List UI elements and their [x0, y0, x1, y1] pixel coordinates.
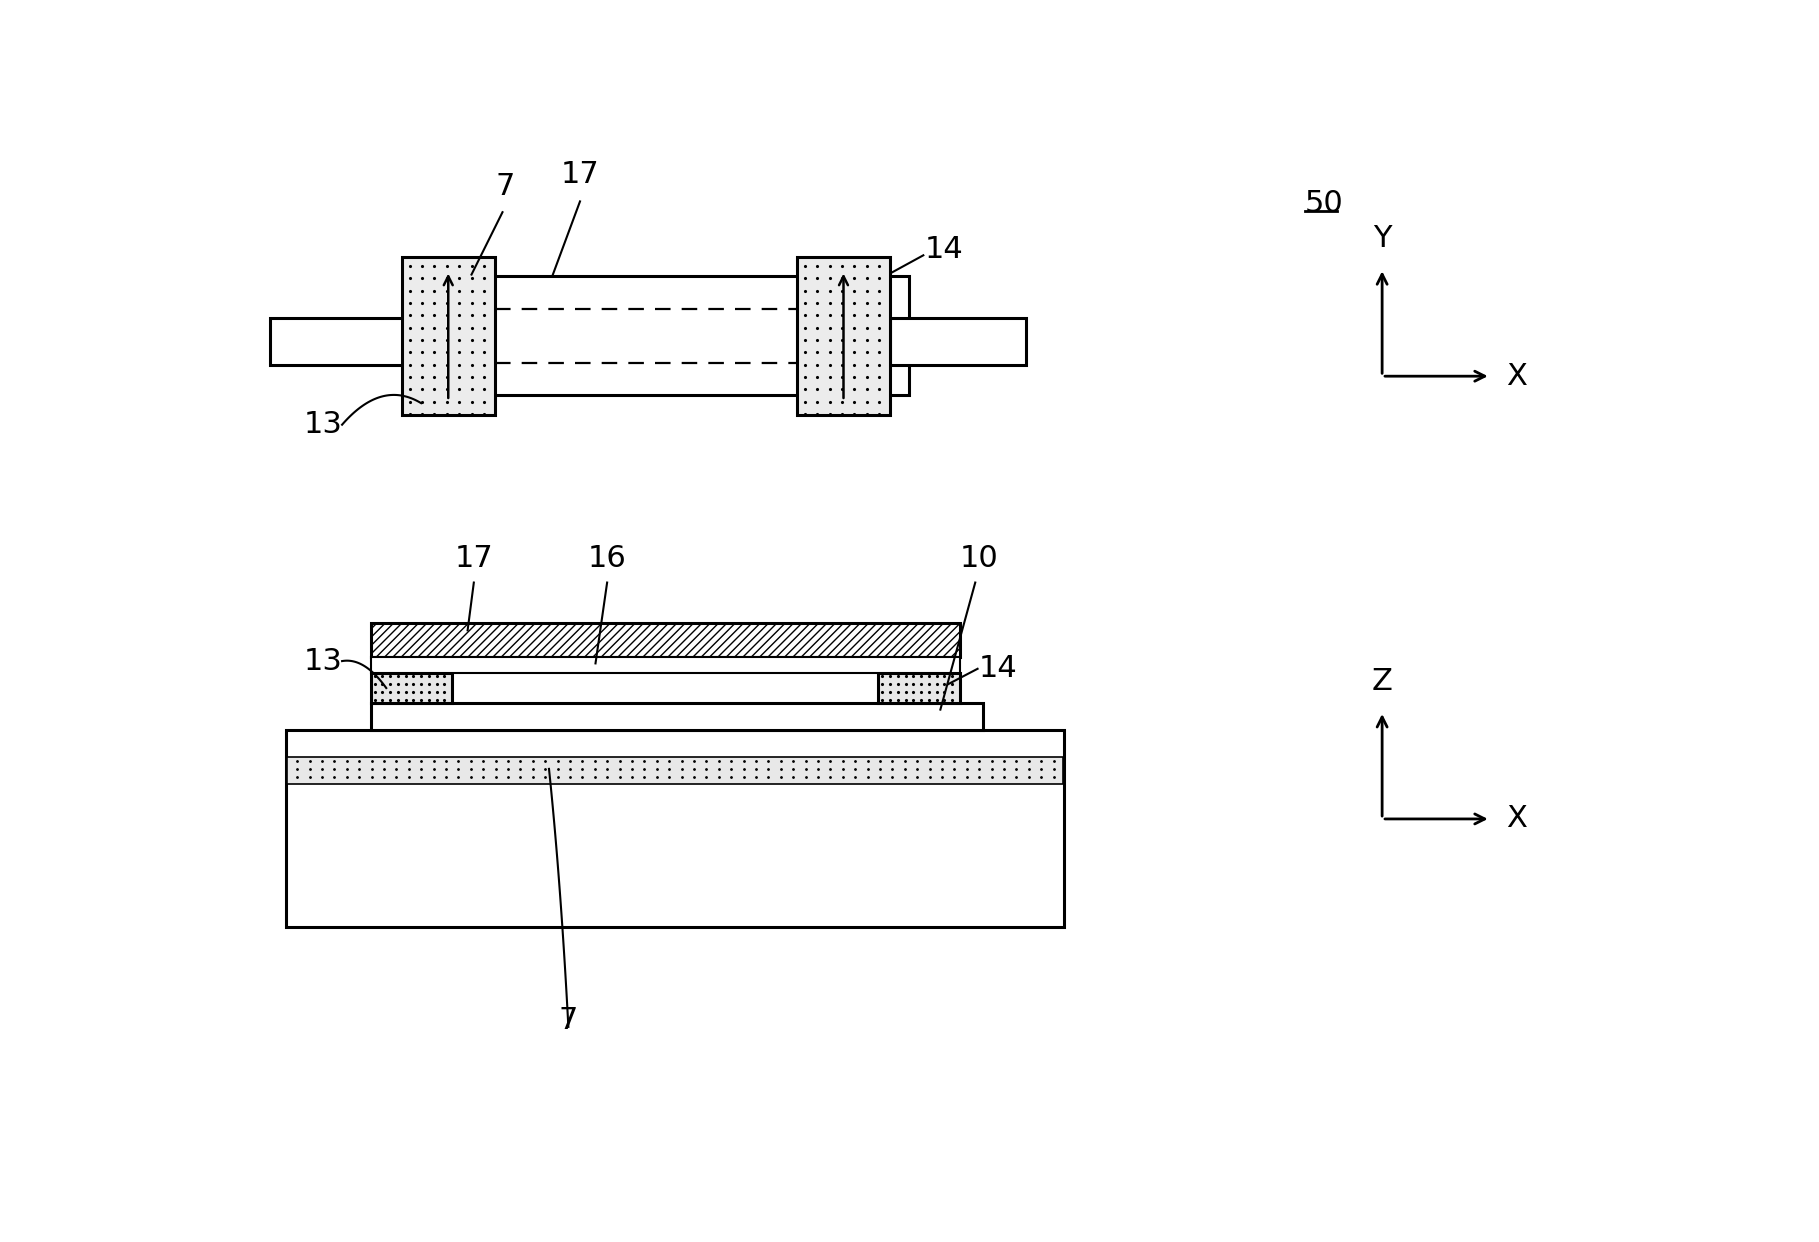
Bar: [371, 622, 960, 657]
Text: 10: 10: [960, 544, 999, 573]
Text: 14: 14: [979, 655, 1019, 683]
Text: Z: Z: [1372, 667, 1393, 696]
Text: 17: 17: [455, 544, 493, 573]
Text: X: X: [1506, 805, 1526, 833]
Bar: [371, 657, 960, 673]
Bar: [889, 318, 1026, 365]
Bar: [797, 257, 889, 415]
Bar: [286, 730, 1064, 927]
Text: 50: 50: [1304, 189, 1344, 219]
Bar: [879, 673, 960, 703]
Bar: [287, 758, 1062, 784]
Bar: [460, 276, 910, 395]
Text: 7: 7: [558, 1006, 578, 1035]
Text: Y: Y: [1373, 224, 1392, 253]
Text: 7: 7: [495, 173, 515, 201]
Text: 13: 13: [304, 410, 342, 440]
Text: X: X: [1506, 361, 1526, 391]
Text: 14: 14: [924, 235, 964, 263]
Text: 17: 17: [560, 160, 600, 189]
Bar: [402, 257, 495, 415]
Bar: [269, 318, 406, 365]
Text: 13: 13: [304, 647, 342, 676]
Text: 16: 16: [588, 544, 626, 573]
Bar: [371, 703, 982, 730]
Bar: [371, 673, 453, 703]
